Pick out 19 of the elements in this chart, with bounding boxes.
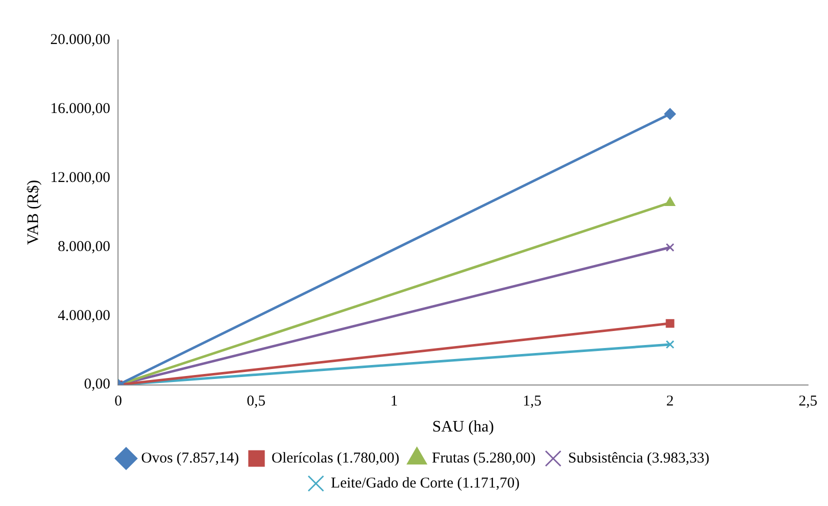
x-axis-title: SAU (ha) xyxy=(432,418,494,436)
y-tick-label: 0,00 xyxy=(84,376,110,393)
y-axis-title: VAB (R$) xyxy=(24,180,42,245)
x-tick-label: 1 xyxy=(390,394,398,410)
y-tick-label: 16.000,00 xyxy=(50,100,110,117)
x-tick-label: 0 xyxy=(114,394,122,410)
x-tick-label: 2,5 xyxy=(798,394,818,410)
legend-label: Olerícolas (1.780,00) xyxy=(272,450,400,466)
legend-label: Subsistência (3.983,33) xyxy=(568,450,710,466)
y-tick-label: 12.000,00 xyxy=(50,170,110,186)
legend-label: Frutas (5.280,00) xyxy=(432,450,536,466)
y-tick-label: 4.000,00 xyxy=(58,308,110,324)
x-tick-label: 2 xyxy=(666,394,674,410)
x-tick-label: 0,5 xyxy=(246,394,266,410)
legend-label: Ovos (7.857,14) xyxy=(141,450,240,466)
y-tick-label: 8.000,00 xyxy=(58,238,110,255)
y-tick-label: 20.000,00 xyxy=(50,32,110,48)
x-tick-label: 1,5 xyxy=(522,394,542,410)
legend-label: Leite/Gado de Corte (1.171,70) xyxy=(330,475,520,492)
